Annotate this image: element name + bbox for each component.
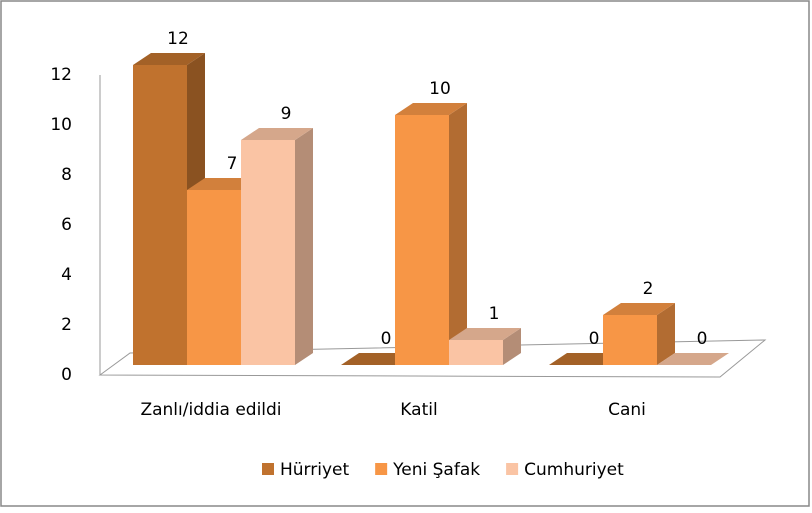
y-tick-label: 8 [61,165,72,185]
bar [603,303,675,365]
y-tick-label: 2 [61,315,72,335]
data-label: 7 [227,154,238,174]
y-tick-label: 0 [61,365,72,385]
bar-side [295,128,313,365]
y-tick-label: 6 [61,215,72,235]
bar-top [657,353,729,365]
bar-top [133,53,205,65]
bar-front [449,340,503,365]
bar-front [395,115,449,365]
data-label: 9 [281,104,292,124]
bar-top [395,103,467,115]
data-label: 0 [697,329,708,349]
y-tick-label: 10 [50,115,72,135]
data-label: 2 [643,279,654,299]
bar-front [187,190,241,365]
bar-front [133,65,187,365]
x-tick-label: Katil [400,400,437,420]
y-tick-label: 4 [61,265,72,285]
bar-top [241,128,313,140]
bar-top [603,303,675,315]
bar-side [657,303,675,365]
bar-top [449,328,521,340]
bar [657,353,729,365]
bar [133,53,205,365]
data-label: 1 [489,304,500,324]
legend-swatch [375,463,388,475]
data-label: 0 [381,329,392,349]
x-tick-label: Zanlı/iddia edildi [140,400,281,420]
bar [449,328,521,365]
bar [241,128,313,365]
bar-side [449,103,467,365]
x-tick-label: Cani [608,400,646,420]
data-label: 12 [167,29,189,49]
legend-label: Yeni Şafak [392,460,480,480]
bar-side [503,328,521,365]
legend-swatch [262,463,274,475]
data-label: 0 [589,329,600,349]
data-label: 10 [429,79,451,99]
legend-label: Cumhuriyet [524,460,624,480]
legend-label: Hürriyet [280,460,349,480]
bar-front [241,140,295,365]
bar-front [603,315,657,365]
bar [395,103,467,365]
y-tick-label: 12 [50,65,72,85]
legend-swatch [506,463,519,475]
